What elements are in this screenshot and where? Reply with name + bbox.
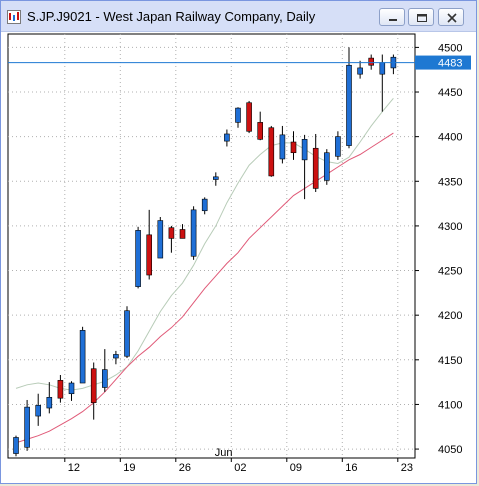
candle-body-up [124,310,130,357]
candle-body-down [290,141,297,154]
candle-body-down [168,227,175,239]
minimize-icon [389,19,397,21]
candle-body-up [68,382,75,395]
candle-body-up [357,67,363,75]
y-tick-label: 4250 [438,266,462,278]
window-title: S.JP.J9021 - West Japan Railway Company,… [27,9,316,24]
candle-body-down [246,102,252,132]
plot-area [7,33,416,459]
y-tick-label: 4200 [438,310,462,322]
candle-body-up [323,152,330,181]
candle-body-up [157,220,164,259]
candle-body-up [113,354,119,359]
y-tick-label: 4100 [438,399,462,411]
candle-layer [13,47,397,457]
close-button[interactable] [438,8,464,26]
candle-body-up [279,134,286,160]
x-tick-label: 12 [68,462,80,474]
restore-button[interactable] [408,8,434,26]
month-label: Jun [215,447,233,459]
candle-body-up [235,107,241,123]
x-tick-label: 16 [345,462,357,474]
x-tick-label: 19 [123,462,135,474]
candle-body-up [301,139,308,161]
x-tick-label: 23 [401,462,413,474]
x-tick-label: 26 [179,462,191,474]
slow-moving-average-line [15,132,394,444]
candle-body-up [379,62,386,75]
chart-app-icon [7,10,21,24]
candle-body-up [24,406,30,448]
candle-body-up [102,369,108,388]
y-tick-label: 4150 [438,355,462,367]
y-tick-label: 4050 [438,444,462,456]
title-bar[interactable]: S.JP.J9021 - West Japan Railway Company,… [1,1,476,32]
x-tick-label: 02 [234,462,246,474]
candle-body-down [268,127,275,177]
y-tick-label: 4500 [438,42,462,54]
last-price-label: 4483 [438,58,462,70]
candle-body-down [312,147,319,189]
candle-body-up [201,198,208,212]
candle-body-down [368,57,375,66]
candle-body-up [213,176,219,180]
candle-body-down [146,234,152,276]
close-icon [447,13,457,23]
candle-body-down [179,229,186,239]
y-tick-label: 4450 [438,87,462,99]
fast-moving-average-line [15,97,394,391]
y-tick-label: 4400 [438,132,462,144]
candle-body-up [190,209,197,257]
candle-body-down [257,122,264,140]
candle-body-up [335,136,341,157]
candle-body-up [224,133,230,142]
price-chart[interactable]: 4500 4450 4400 4350 4300 4250 4200 4150 4100 4050… [1,31,476,483]
y-tick-label: 4350 [438,176,462,188]
moving-average-layer [15,97,394,444]
candle-body-up [135,230,141,287]
candle-body-up [46,397,53,409]
candle-body-up [346,64,352,146]
axis-layer: 4500 4450 4400 4350 4300 4250 4200 4150 4100 4050… [8,42,471,474]
candle-body-down [90,368,97,403]
last-price-box [415,55,471,70]
candle-body-up [35,405,42,417]
y-tick-label: 4300 [438,221,462,233]
candle-body-up [13,437,19,454]
x-tick-label: 09 [290,462,302,474]
candle-body-up [79,330,86,384]
minimize-button[interactable] [379,8,405,26]
grid-layer [8,34,415,458]
candle-body-down [57,380,64,399]
restore-icon [417,14,427,22]
